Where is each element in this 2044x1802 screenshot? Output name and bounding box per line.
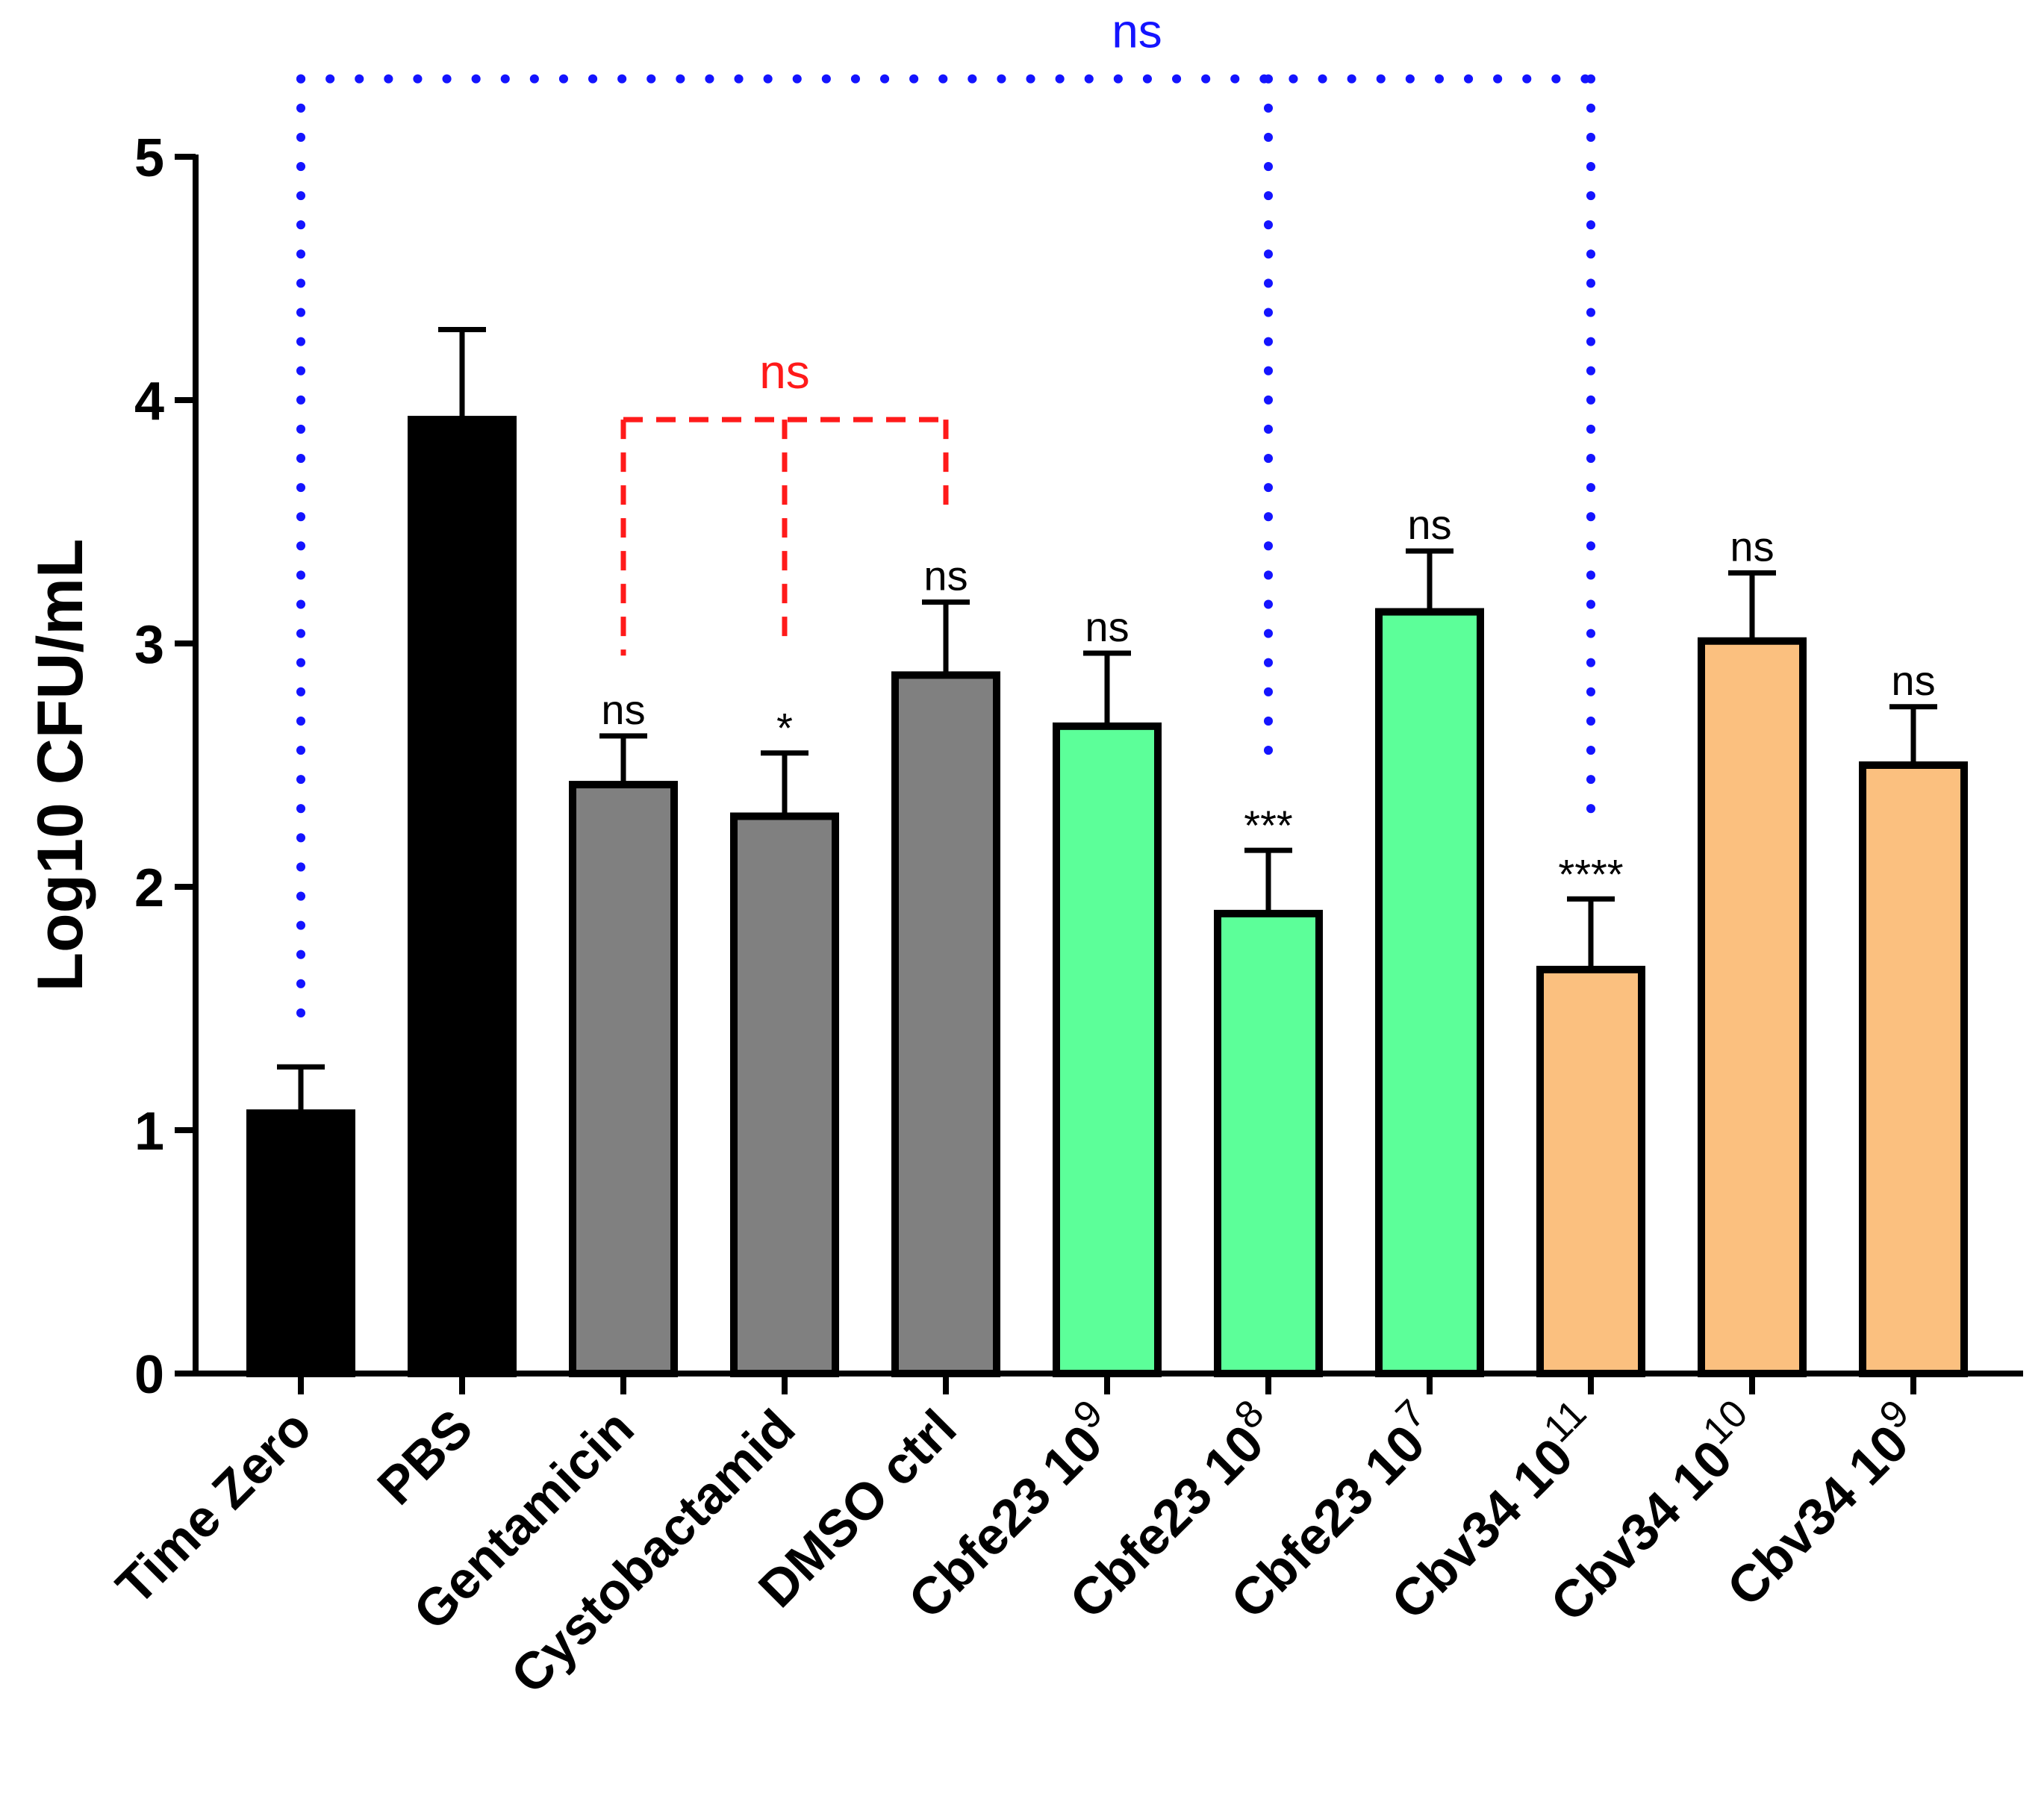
y-axis-label: Log10 CFU/mL: [25, 539, 96, 992]
bar: [569, 781, 678, 1377]
significance-label: ns: [923, 552, 968, 599]
significance-label: ****: [1558, 850, 1623, 897]
bar: [246, 1109, 355, 1378]
bar: [1214, 909, 1323, 1377]
bar: [1536, 965, 1645, 1377]
bar: [1859, 761, 1968, 1377]
y-tick-label: 5: [134, 128, 164, 188]
bar: [1698, 637, 1807, 1377]
bar: [408, 416, 517, 1378]
significance-label: ns: [1407, 501, 1451, 548]
significance-label: ns: [1085, 603, 1129, 650]
bar: [730, 812, 839, 1377]
comparison-label: ns: [1112, 4, 1162, 58]
y-tick-label: 1: [134, 1102, 164, 1162]
y-tick-label: 3: [134, 615, 164, 675]
significance-label: ns: [601, 686, 645, 733]
x-tick-label: PBS: [367, 1398, 484, 1515]
significance-label: ns: [1891, 657, 1935, 704]
y-tick-label: 2: [134, 858, 164, 918]
y-tick-label: 4: [134, 372, 164, 431]
significance-label: *: [776, 705, 793, 752]
y-tick-label: 0: [134, 1345, 164, 1405]
x-tick-label: Time Zero: [105, 1398, 323, 1615]
bar: [891, 671, 1000, 1377]
significance-label: ***: [1244, 802, 1292, 849]
comparison-label: ns: [759, 345, 810, 399]
bar: [1053, 722, 1162, 1377]
significance-label: ns: [1730, 523, 1774, 570]
x-tick-label: Cystobactamid: [500, 1398, 806, 1704]
bar: [1375, 608, 1484, 1377]
